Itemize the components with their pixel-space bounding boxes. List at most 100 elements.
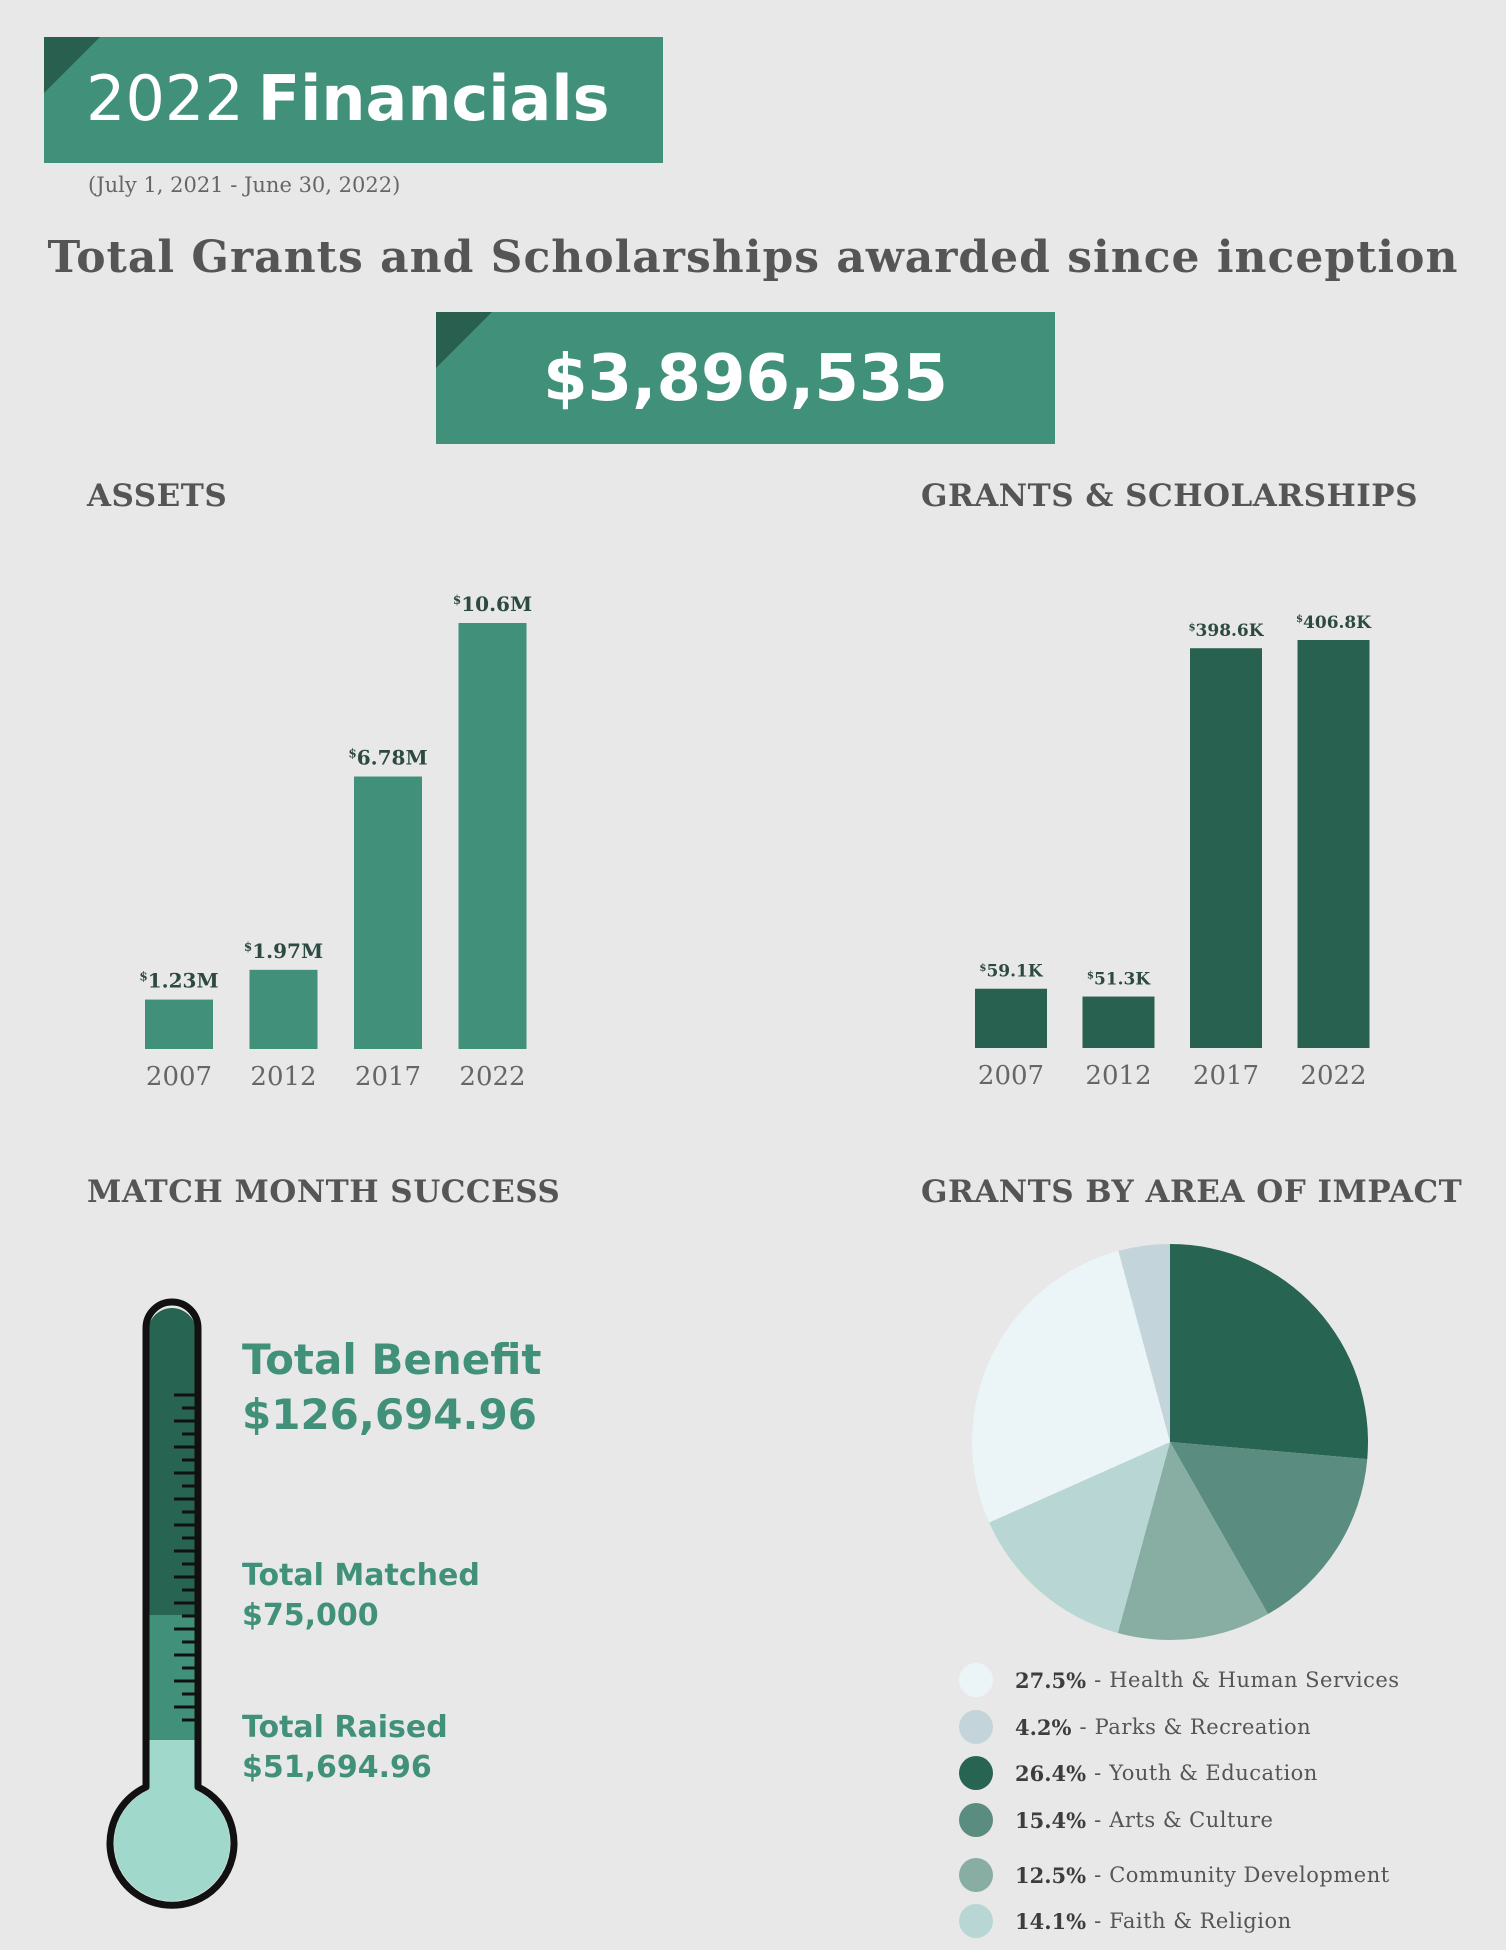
grants-title: GRANTS & SCHOLARSHIPS	[921, 478, 1418, 514]
bar-value-label: $1.97M	[244, 939, 323, 963]
title-year: 2022	[86, 62, 244, 135]
legend-separator: -	[1094, 1761, 1102, 1785]
legend-swatch	[959, 1756, 993, 1790]
thermometer-ticks	[174, 1393, 196, 1722]
legend-separator: -	[1079, 1715, 1087, 1739]
match-title: MATCH MONTH SUCCESS	[87, 1174, 561, 1210]
total-benefit-label: Total Benefit	[242, 1335, 542, 1384]
x-tick-label: 2012	[250, 1062, 316, 1092]
page-title: 2022 Financials	[86, 59, 610, 139]
thermometer-cap-fill	[148, 1308, 196, 1385]
legend-separator: -	[1094, 1668, 1102, 1692]
impact-pie-chart	[972, 1244, 1368, 1640]
legend-percent: 15.4%	[1015, 1807, 1087, 1833]
currency-symbol: $	[453, 593, 461, 607]
bar-2017	[354, 776, 422, 1049]
legend-item: 14.1% - Faith & Religion	[959, 1903, 1292, 1939]
pie-slice	[989, 1442, 1170, 1633]
legend-item: 15.4% - Arts & Culture	[959, 1802, 1273, 1838]
bar-2022	[458, 623, 527, 1049]
legend-separator: -	[1094, 1808, 1102, 1832]
legend-label: Faith & Religion	[1109, 1909, 1292, 1933]
bar-value-text: 398.6K	[1196, 621, 1265, 641]
assets-bar-chart: $1.23M 2007 $1.97M 2012 $6.78M 2017 $10.6M 2022	[139, 592, 532, 1092]
bar-value-text: 1.23M	[148, 969, 219, 993]
banner-corner-accent	[436, 312, 492, 368]
bar-2022	[1297, 640, 1370, 1048]
currency-symbol: $	[1188, 621, 1195, 633]
bar-2012	[249, 969, 318, 1049]
bar-value-text: 10.6M	[461, 592, 532, 616]
legend-item: 12.5% - Community Development	[959, 1857, 1390, 1893]
total-awarded-banner: $3,896,535	[436, 312, 1055, 444]
bar-value-text: 51.3K	[1094, 970, 1151, 990]
legend-item: 27.5% - Health & Human Services	[959, 1662, 1400, 1698]
bar-value-label: $6.78M	[348, 746, 427, 770]
bar-2007	[975, 988, 1047, 1048]
legend-label: Youth & Education	[1109, 1761, 1318, 1785]
pie-slice	[1170, 1244, 1368, 1460]
legend-separator: -	[1094, 1909, 1102, 1933]
legend-label: Parks & Recreation	[1094, 1715, 1312, 1739]
bar-value-label: $406.8K	[1296, 613, 1372, 633]
total-benefit-value: $126,694.96	[242, 1390, 537, 1439]
legend-percent: 14.1%	[1015, 1908, 1087, 1934]
fiscal-period: (July 1, 2021 - June 30, 2022)	[88, 173, 401, 197]
legend-item: 26.4% - Youth & Education	[959, 1755, 1318, 1791]
bar-value-label: $51.3K	[1087, 970, 1151, 990]
x-tick-label: 2022	[1300, 1061, 1366, 1091]
bar-value-text: 6.78M	[357, 746, 428, 770]
currency-symbol: $	[1087, 970, 1094, 982]
impact-title: GRANTS BY AREA OF IMPACT	[921, 1174, 1463, 1210]
thermometer-outline	[106, 1298, 238, 1909]
bar-value-label: $10.6M	[453, 592, 532, 616]
legend-label: Community Development	[1109, 1863, 1390, 1887]
legend-swatch	[959, 1803, 993, 1837]
legend-percent: 4.2%	[1015, 1714, 1072, 1740]
pie-slice	[972, 1250, 1170, 1523]
x-tick-label: 2007	[146, 1062, 212, 1092]
legend-swatch	[959, 1904, 993, 1938]
currency-symbol: $	[244, 940, 252, 954]
thermometer	[106, 1298, 238, 1909]
grants-bar-chart: $59.1K 2007 $51.3K 2012 $398.6K 2017 $406.8K 20…	[975, 613, 1372, 1091]
pie-slice	[1117, 1442, 1269, 1640]
x-tick-label: 2017	[1193, 1061, 1259, 1091]
currency-symbol: $	[1296, 613, 1303, 625]
legend-swatch	[959, 1710, 993, 1744]
legend-label: Health & Human Services	[1109, 1668, 1400, 1692]
total-matched-label: Total Matched	[242, 1558, 480, 1593]
currency-symbol: $	[139, 970, 147, 984]
legend-percent: 26.4%	[1015, 1760, 1087, 1786]
bar-2007	[145, 999, 213, 1049]
assets-title: ASSETS	[87, 478, 228, 514]
x-tick-label: 2017	[355, 1062, 421, 1092]
x-tick-label: 2022	[459, 1062, 525, 1092]
legend-item: 4.2% - Parks & Recreation	[959, 1709, 1311, 1745]
legend-percent: 27.5%	[1015, 1667, 1087, 1693]
bar-value-text: 59.1K	[986, 962, 1043, 982]
legend-swatch	[959, 1663, 993, 1697]
bar-value-text: 1.97M	[252, 939, 323, 963]
bar-value-label: $1.23M	[139, 969, 218, 993]
legend-separator: -	[1094, 1863, 1102, 1887]
pie-slice	[1170, 1442, 1368, 1615]
legend-swatch	[959, 1858, 993, 1892]
thermometer-bulb	[114, 1785, 230, 1901]
bar-value-text: 406.8K	[1303, 613, 1372, 633]
bar-2012	[1082, 996, 1155, 1048]
x-tick-label: 2012	[1085, 1061, 1151, 1091]
banner-corner-accent	[44, 37, 100, 93]
title-banner: 2022 Financials	[44, 37, 663, 163]
headline: Total Grants and Scholarships awarded si…	[47, 232, 1459, 283]
total-raised-label: Total Raised	[242, 1710, 448, 1745]
total-matched-value: $75,000	[242, 1598, 379, 1633]
legend-label: Arts & Culture	[1109, 1808, 1274, 1832]
bar-value-label: $398.6K	[1188, 621, 1264, 641]
title-word: Financials	[257, 62, 610, 135]
total-awarded-value: $3,896,535	[543, 342, 948, 416]
bar-value-label: $59.1K	[979, 962, 1043, 982]
total-raised-value: $51,694.96	[242, 1750, 432, 1785]
legend-percent: 12.5%	[1015, 1862, 1087, 1888]
bar-2017	[1190, 648, 1262, 1048]
